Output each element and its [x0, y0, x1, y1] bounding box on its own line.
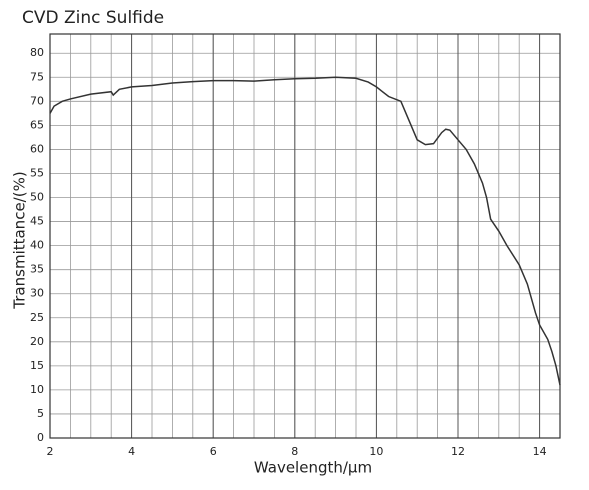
y-tick-label: 0 — [37, 431, 44, 444]
plot-frame — [49, 33, 561, 439]
y-tick-label: 75 — [30, 70, 44, 83]
y-tick-label: 25 — [30, 311, 44, 324]
x-axis-label: Wavelength/µm — [254, 459, 372, 477]
y-tick-label: 15 — [30, 359, 44, 372]
x-tick-label: 8 — [291, 445, 298, 458]
y-tick-label: 30 — [30, 287, 44, 300]
x-tick-label: 10 — [369, 445, 383, 458]
data-line — [49, 76, 561, 386]
x-tick-label: 14 — [533, 445, 547, 458]
y-tick-label: 65 — [30, 118, 44, 131]
x-tick-label: 12 — [451, 445, 465, 458]
y-tick-label: 10 — [30, 383, 44, 396]
x-tick-label: 2 — [47, 445, 54, 458]
y-tick-label: 70 — [30, 94, 44, 107]
y-tick-label: 60 — [30, 142, 44, 155]
y-axis-label: Transmittance/(%) — [11, 171, 29, 309]
y-tick-label: 55 — [30, 166, 44, 179]
y-tick-label: 40 — [30, 239, 44, 252]
y-tick-label: 5 — [37, 407, 44, 420]
y-tick-label: 80 — [30, 46, 44, 59]
x-tick-label: 4 — [128, 445, 135, 458]
y-tick-label: 45 — [30, 215, 44, 228]
x-tick-label: 6 — [210, 445, 217, 458]
y-tick-label: 50 — [30, 191, 44, 204]
y-tick-label: 20 — [30, 335, 44, 348]
chart-title: CVD Zinc Sulfide — [22, 8, 164, 28]
y-tick-label: 35 — [30, 263, 44, 276]
